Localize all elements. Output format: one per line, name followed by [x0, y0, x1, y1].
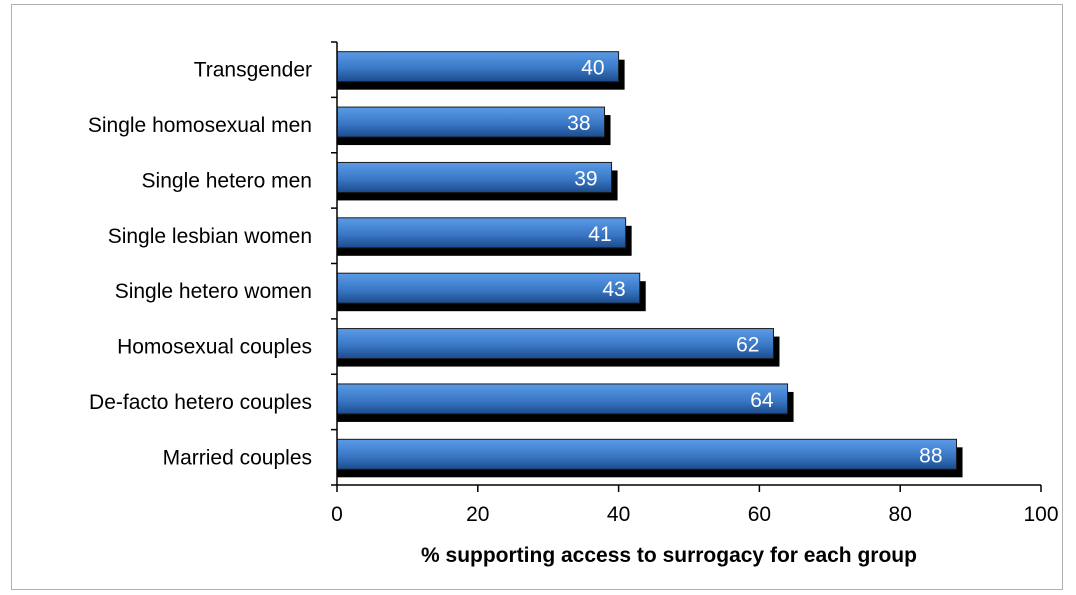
x-tick-label: 20 — [466, 503, 489, 526]
data-label: 62 — [736, 334, 759, 357]
category-label: Married couples — [163, 446, 312, 469]
data-label: 40 — [581, 57, 604, 80]
x-axis: 0 20 40 60 80 100 — [331, 41, 1059, 526]
category-label: De-facto hetero couples — [89, 391, 312, 414]
category-label: Single hetero women — [115, 280, 312, 303]
x-tick-label: 0 — [331, 503, 343, 526]
bar — [336, 272, 641, 304]
bar — [336, 106, 606, 138]
data-label: 43 — [602, 278, 625, 301]
chart-frame — [11, 4, 1063, 590]
category-label: Single homosexual men — [88, 114, 312, 137]
data-label: 41 — [588, 223, 611, 246]
bar — [336, 217, 627, 249]
data-label: 39 — [574, 167, 597, 190]
category-label: Single lesbian women — [108, 225, 312, 248]
x-tick-label: 60 — [748, 503, 771, 526]
bar — [336, 161, 613, 193]
bar — [336, 51, 620, 83]
data-label: 88 — [919, 444, 942, 467]
category-labels: Transgender Single homosexual men Single h… — [88, 59, 312, 470]
x-tick-label: 40 — [607, 503, 630, 526]
data-label: 38 — [567, 112, 590, 135]
x-tick-label: 100 — [1023, 503, 1058, 526]
category-label: Transgender — [194, 59, 312, 82]
x-axis-title: % supporting access to surrogacy for eac… — [421, 544, 917, 567]
bars-layer: 40 38 39 41 43 62 64 88 — [336, 51, 963, 478]
bar — [336, 383, 789, 415]
category-label: Single hetero men — [142, 169, 312, 192]
bar — [336, 438, 958, 470]
bar — [336, 328, 774, 360]
x-tick-label: 80 — [889, 503, 912, 526]
category-label: Homosexual couples — [117, 336, 312, 359]
data-label: 64 — [750, 389, 774, 412]
